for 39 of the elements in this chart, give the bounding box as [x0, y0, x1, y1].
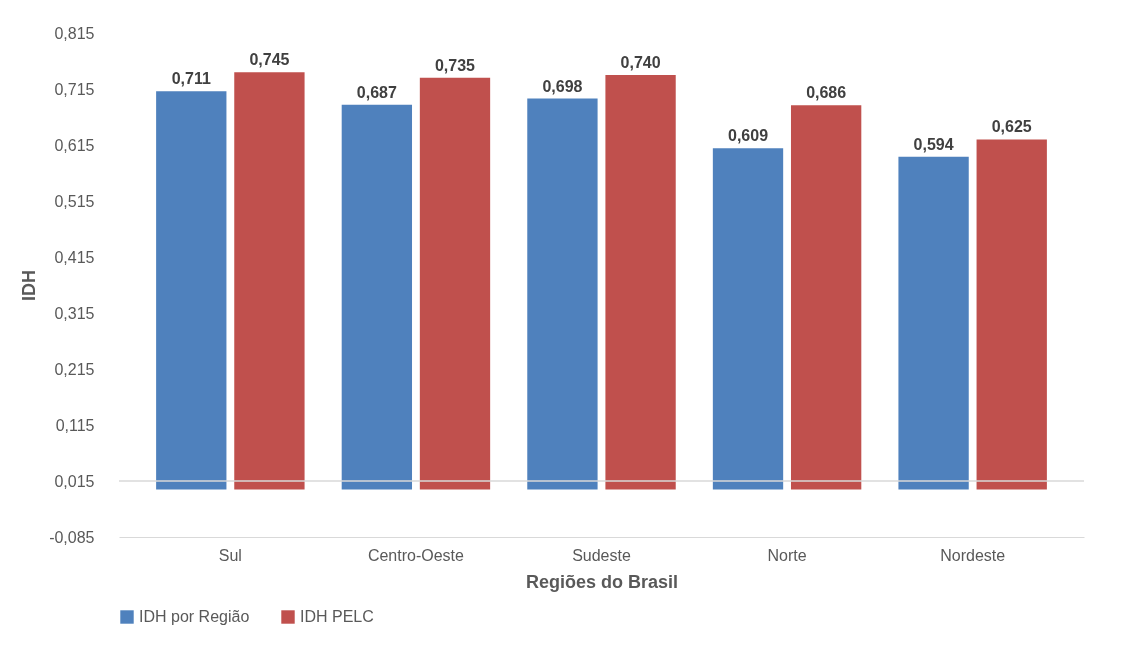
- data-label: 0,745: [249, 51, 290, 69]
- bar: [234, 72, 305, 490]
- data-label: 0,625: [991, 118, 1032, 136]
- data-label: 0,735: [434, 56, 476, 74]
- bar: [790, 105, 862, 490]
- data-label: 0,740: [620, 54, 661, 71]
- y-tick-label: 0,115: [55, 416, 95, 434]
- data-label: 0,609: [727, 127, 769, 145]
- x-tick-label: Sul: [218, 546, 242, 564]
- x-tick-label: Nordeste: [940, 546, 1006, 564]
- y-tick-label: 0,015: [54, 472, 95, 490]
- x-tick-label: Centro-Oeste: [367, 546, 465, 564]
- y-axis-title: IDH: [19, 270, 40, 301]
- bar: [341, 104, 413, 490]
- y-tick-label: 0,815: [54, 24, 95, 42]
- y-tick-label: 0,215: [54, 360, 95, 378]
- legend-label: IDH PELC: [300, 608, 374, 625]
- data-label: 0,711: [171, 70, 211, 88]
- y-tick-label: 0,415: [54, 248, 95, 266]
- bar: [419, 77, 491, 490]
- legend-label: IDH por Região: [139, 608, 250, 625]
- x-tick-label: Norte: [767, 546, 807, 564]
- data-label: 0,686: [806, 84, 847, 102]
- bar: [976, 139, 1047, 490]
- bar: [156, 91, 227, 490]
- data-label: 0,698: [542, 77, 583, 95]
- bar: [898, 156, 969, 490]
- bar: [712, 148, 784, 490]
- x-tick-label: Sudeste: [572, 546, 631, 564]
- bar: [527, 98, 598, 490]
- y-tick-label: 0,515: [54, 192, 95, 210]
- y-tick-label: 0,715: [54, 80, 95, 98]
- y-tick-label: 0,615: [54, 136, 95, 154]
- data-label: 0,687: [356, 83, 397, 101]
- x-axis-title: Regiões do Brasil: [525, 571, 679, 592]
- y-tick-label: -0,085: [49, 528, 95, 546]
- bar: [605, 75, 676, 490]
- y-tick-label: 0,315: [54, 304, 95, 322]
- data-label: 0,594: [913, 135, 954, 153]
